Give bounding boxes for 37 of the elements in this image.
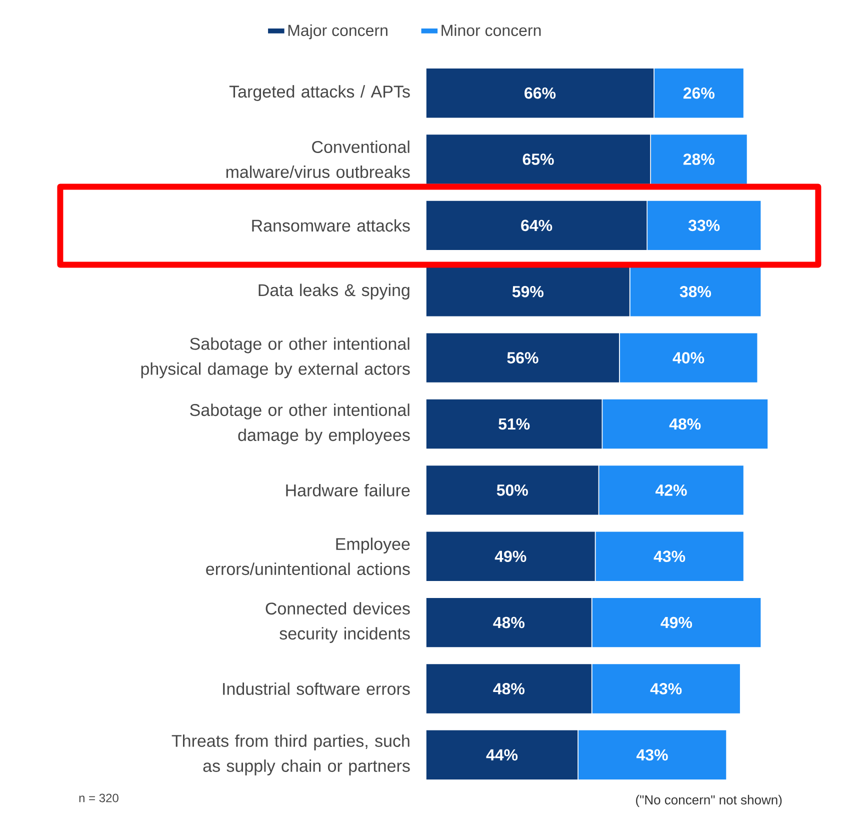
y-tick-label: Sabotage or other intentional damage by employees — [190, 404, 410, 444]
legend-label: Major concern — [288, 24, 388, 40]
y-tick-label: Ransomware attacks — [252, 219, 410, 232]
data-label: 48% — [493, 683, 524, 694]
y-tick-label: Targeted attacks / APTs — [229, 85, 410, 102]
data-label: 33% — [688, 220, 720, 232]
data-label: 26% — [683, 87, 714, 99]
data-label: 56% — [507, 352, 538, 364]
data-label: 59% — [512, 286, 544, 298]
data-label: 65% — [522, 154, 554, 165]
data-label: 43% — [654, 550, 686, 562]
legend-label: Minor concern — [442, 24, 541, 36]
data-label: 48% — [493, 616, 524, 628]
data-label: 50% — [496, 484, 528, 496]
data-label: 49% — [660, 616, 692, 628]
data-label: 64% — [521, 220, 552, 232]
data-label: 51% — [498, 418, 530, 430]
y-tick-label: Data leaks & spying — [258, 284, 410, 300]
y-tick-label: Industrial software errors — [223, 682, 410, 695]
y-tick-label: Sabotage or other intentional physical damage by external actors — [141, 337, 410, 378]
y-tick-label: Threats from third parties, such as supply chain or partners — [172, 734, 410, 776]
data-label: 48% — [669, 418, 701, 430]
data-label: 42% — [655, 484, 687, 496]
data-label: 66% — [524, 87, 556, 99]
y-tick-label: Conventional malware/virus outbreaks — [226, 140, 410, 178]
data-label: 49% — [494, 550, 526, 562]
text: ("No concern" not shown) — [636, 794, 782, 808]
data-label: 43% — [636, 749, 668, 761]
y-tick-label: Employee errors/unintentional actions — [206, 538, 410, 576]
y-tick-label: Hardware failure — [286, 484, 410, 496]
data-label: 44% — [486, 749, 518, 761]
data-label: 40% — [672, 352, 704, 364]
text: n = 320 — [79, 794, 118, 802]
data-label: 43% — [650, 683, 682, 694]
data-label: 28% — [683, 154, 714, 165]
data-label: 38% — [680, 286, 712, 298]
y-tick-label: Connected devices security incidents — [266, 602, 410, 643]
